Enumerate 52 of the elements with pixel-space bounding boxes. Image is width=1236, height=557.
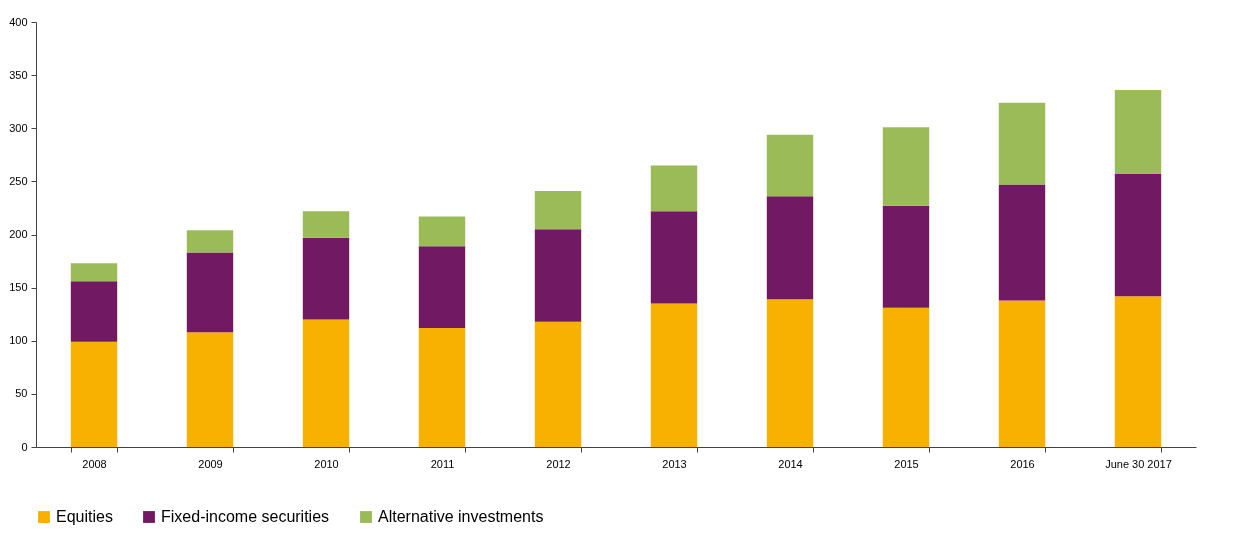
x-tick-label: 2011 — [430, 457, 455, 470]
legend-label: Equities — [56, 508, 113, 525]
bar — [186, 332, 234, 447]
bar — [302, 237, 350, 320]
bar — [650, 303, 698, 447]
y-tick-label: 150 — [9, 281, 28, 294]
y-tick-label: 100 — [9, 334, 28, 347]
bar — [1114, 90, 1162, 174]
x-tick-label: June 30 2017 — [1105, 457, 1172, 470]
y-tick-label: 50 — [15, 387, 28, 400]
x-tick-label: 2014 — [778, 457, 803, 470]
bar — [882, 127, 930, 206]
bar — [766, 299, 814, 447]
y-tick-label: 400 — [9, 15, 28, 28]
x-tick-label: 2010 — [314, 457, 339, 470]
y-tick-label: 0 — [21, 440, 28, 453]
bar — [650, 165, 698, 212]
bar — [418, 328, 466, 447]
bar — [998, 300, 1046, 447]
bar — [1114, 296, 1162, 447]
bar — [998, 184, 1046, 301]
legend-label: Alternative investments — [378, 508, 544, 525]
bar — [302, 319, 350, 447]
x-tick-label: 2013 — [662, 457, 687, 470]
bar — [418, 246, 466, 328]
bar — [882, 205, 930, 308]
y-tick-label: 200 — [9, 228, 28, 240]
y-tick-label: 300 — [9, 121, 28, 134]
bar — [70, 341, 118, 447]
bar — [302, 211, 350, 238]
x-tick-label: 2009 — [198, 457, 223, 470]
bar — [766, 134, 814, 197]
bar — [534, 190, 582, 230]
y-tick-label: 350 — [9, 68, 28, 81]
bar — [70, 281, 118, 342]
x-tick-label: 2015 — [894, 457, 919, 470]
x-tick-label: 2016 — [1010, 457, 1035, 470]
bar — [70, 263, 118, 282]
bar — [650, 211, 698, 304]
bar — [534, 229, 582, 322]
bar — [1114, 173, 1162, 297]
y-tick-label: 250 — [9, 174, 28, 187]
x-tick-label: 2008 — [82, 457, 107, 470]
bar — [418, 216, 466, 247]
bar — [534, 321, 582, 447]
bar — [766, 196, 814, 300]
bar — [186, 230, 234, 253]
bar — [998, 102, 1046, 185]
x-tick-label: 2012 — [546, 457, 571, 470]
bar — [186, 252, 234, 333]
legend-label: Fixed-income securities — [161, 508, 330, 525]
bar — [882, 307, 930, 447]
